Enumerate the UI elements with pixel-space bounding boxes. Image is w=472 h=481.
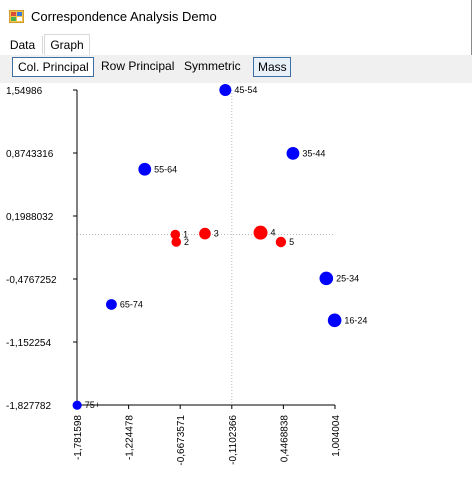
col-principal-button[interactable]: Col. Principal <box>12 57 94 77</box>
point-label: 35-44 <box>302 148 325 158</box>
column-point <box>138 162 152 176</box>
mass-toggle-button[interactable]: Mass <box>253 57 291 77</box>
point-label: 2 <box>184 237 189 247</box>
point-label: 55-64 <box>154 164 177 174</box>
column-point <box>286 147 300 160</box>
y-tick-label: -0,4767252 <box>6 275 57 286</box>
x-tick-label: -0,6673571 <box>176 415 187 466</box>
y-tick-label: 0,8743316 <box>6 149 54 160</box>
row-point <box>171 237 182 247</box>
tab-data[interactable]: Data <box>3 36 43 54</box>
symmetric-button[interactable]: Symmetric <box>184 59 241 73</box>
scatter-chart: 1,54986 0,8743316 0,1988032 -0,4767252 -1,15… <box>6 83 367 466</box>
point-label: 25-34 <box>336 273 359 283</box>
point-label: 45-54 <box>234 85 257 95</box>
column-point <box>72 400 82 410</box>
plot-area: 1,54986 0,8743316 0,1988032 -0,4767252 -1,15… <box>0 83 472 481</box>
tab-graph[interactable]: Graph <box>44 34 90 56</box>
toolbar: Col. Principal Row Principal Symmetric M… <box>0 55 472 83</box>
x-tick-label: 1,004004 <box>331 415 342 457</box>
row-point <box>199 227 211 240</box>
point-label: 65-74 <box>120 299 143 309</box>
y-tick-label: -1,827782 <box>6 401 51 412</box>
column-point <box>219 83 232 96</box>
title-bar: Correspondence Analysis Demo <box>0 0 472 34</box>
row-point <box>170 229 181 240</box>
point-label: 3 <box>214 229 219 239</box>
y-tick-label: 0,1988032 <box>6 212 54 223</box>
column-point <box>106 299 117 310</box>
point-label: 1 <box>183 230 188 240</box>
point-label: 16-24 <box>344 315 367 325</box>
y-tick-label: -1,152254 <box>6 338 51 349</box>
x-tick-label: 0,4468838 <box>279 415 290 463</box>
app-grid-icon <box>9 10 24 23</box>
x-tick-label: -1,224478 <box>125 415 136 460</box>
x-tick-label: -0,1102366 <box>228 415 239 465</box>
row-point <box>275 236 287 248</box>
tab-strip: Data Graph <box>0 34 472 56</box>
column-point <box>327 313 342 328</box>
x-tick-label: -1,781598 <box>73 415 84 460</box>
y-tick-label: 1,54986 <box>6 86 43 97</box>
point-label: 75+ <box>85 400 100 410</box>
row-principal-button[interactable]: Row Principal <box>101 59 175 73</box>
column-point <box>319 271 334 286</box>
point-label: 5 <box>289 237 294 247</box>
window-title: Correspondence Analysis Demo <box>31 9 217 24</box>
row-point <box>253 225 268 240</box>
point-label: 4 <box>271 228 276 238</box>
